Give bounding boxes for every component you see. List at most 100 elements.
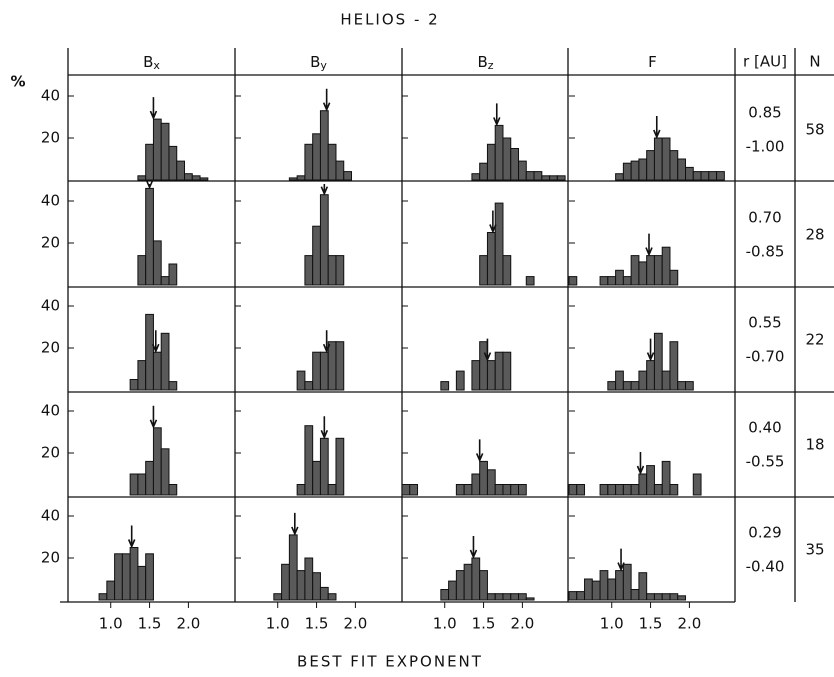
histogram-bar	[463, 563, 473, 601]
histogram-bar	[518, 593, 527, 601]
mean-arrow	[493, 103, 501, 127]
histogram-bar	[312, 351, 321, 391]
n-value: 58	[805, 121, 824, 139]
x-tick-label: 1.5	[305, 615, 329, 633]
r-value: 0.70	[748, 209, 781, 227]
histogram-bar	[288, 177, 298, 181]
mean-arrow	[645, 233, 653, 257]
y-tick-label: 40	[41, 297, 60, 315]
histogram-bar	[145, 553, 154, 601]
histogram-bar	[685, 381, 694, 391]
r-value: -0.85	[746, 243, 785, 261]
histogram-bar	[556, 175, 566, 181]
histogram-bar	[630, 589, 640, 601]
header-main: B	[477, 53, 487, 71]
histogram-bar	[327, 484, 337, 496]
n-value: 35	[805, 541, 824, 559]
histogram-bar	[137, 473, 147, 496]
histogram-bar	[677, 381, 687, 391]
histogram-bar	[518, 484, 527, 496]
histogram-bar	[191, 175, 201, 181]
histogram-bar	[630, 381, 640, 391]
histogram-bar	[533, 171, 543, 181]
r-header: r [AU]	[743, 53, 787, 71]
histogram-bar	[591, 580, 601, 601]
mean-arrow	[149, 97, 158, 121]
histogram-bar	[486, 360, 496, 391]
histogram-bar	[304, 381, 314, 391]
histogram-bar	[653, 255, 663, 286]
histogram-bar	[638, 572, 648, 601]
histogram-bar	[692, 473, 702, 496]
histogram-bar	[304, 143, 314, 181]
histogram-bar	[296, 370, 306, 391]
y-tick-label: 20	[41, 549, 60, 567]
mean-arrow	[483, 338, 492, 362]
n-value: 18	[805, 436, 824, 454]
histogram-bar	[661, 593, 671, 601]
histogram-bar	[312, 225, 321, 286]
column-header: Bx	[143, 53, 160, 73]
histogram-bar	[281, 563, 290, 601]
histogram-bar	[669, 484, 679, 496]
x-tick-label: 1.5	[472, 615, 496, 633]
mean-arrow	[646, 338, 655, 362]
histogram-bar	[152, 351, 162, 391]
x-tick-label: 2.0	[677, 615, 701, 633]
x-tick-label: 1.5	[138, 615, 162, 633]
histogram-bar	[494, 124, 504, 181]
histogram-bar	[401, 484, 411, 496]
r-value: -0.40	[746, 558, 785, 576]
histogram-bar	[615, 570, 624, 601]
histogram-bar	[98, 593, 108, 601]
histogram-bar	[168, 145, 178, 181]
histogram-bar	[638, 158, 648, 181]
histogram-bar	[661, 137, 671, 181]
r-value: -0.55	[746, 453, 785, 471]
mean-arrow	[152, 330, 160, 354]
y-tick-label: 20	[41, 129, 60, 147]
histogram-bar	[622, 276, 632, 286]
histogram-bar	[273, 593, 283, 601]
mean-arrow	[322, 330, 331, 354]
histogram-bar	[471, 557, 481, 601]
histogram-bar	[152, 427, 162, 496]
x-tick-label: 1.5	[639, 615, 663, 633]
mean-arrow	[469, 536, 478, 560]
histogram-bar	[607, 381, 617, 391]
histogram-bar	[494, 351, 504, 391]
histogram-bar	[319, 110, 329, 181]
histogram-bar	[494, 202, 504, 286]
histogram-bar	[646, 150, 655, 181]
histogram-bar	[296, 570, 306, 601]
histogram-bar	[502, 255, 512, 286]
histogram-bar	[599, 276, 609, 286]
histogram-bar	[525, 597, 535, 601]
histogram-bar	[661, 370, 671, 391]
histogram-bar	[296, 175, 306, 181]
histogram-bar	[669, 341, 679, 391]
y-tick-label: 40	[41, 402, 60, 420]
mean-arrow	[320, 416, 329, 440]
histogram-bar	[599, 570, 609, 601]
mean-arrow	[322, 88, 331, 112]
histogram-bar	[319, 351, 329, 391]
histogram-bar	[184, 173, 193, 181]
histogram-bar	[137, 565, 147, 601]
histogram-bar	[677, 595, 687, 601]
histogram-bar	[471, 173, 481, 181]
column-header: F	[648, 53, 657, 71]
mean-arrow	[145, 180, 154, 190]
x-tick-label: 1.0	[600, 615, 624, 633]
histogram-bar	[304, 425, 314, 496]
x-tick-label: 1.0	[266, 615, 290, 633]
histogram-bar	[622, 563, 632, 601]
histogram-bar	[343, 171, 353, 181]
histogram-bar	[646, 360, 655, 391]
column-header: Bz	[477, 53, 493, 73]
y-unit: %	[10, 73, 25, 91]
x-tick-label: 2.0	[176, 615, 200, 633]
histogram-bar	[502, 351, 512, 391]
mean-arrow	[291, 512, 299, 536]
